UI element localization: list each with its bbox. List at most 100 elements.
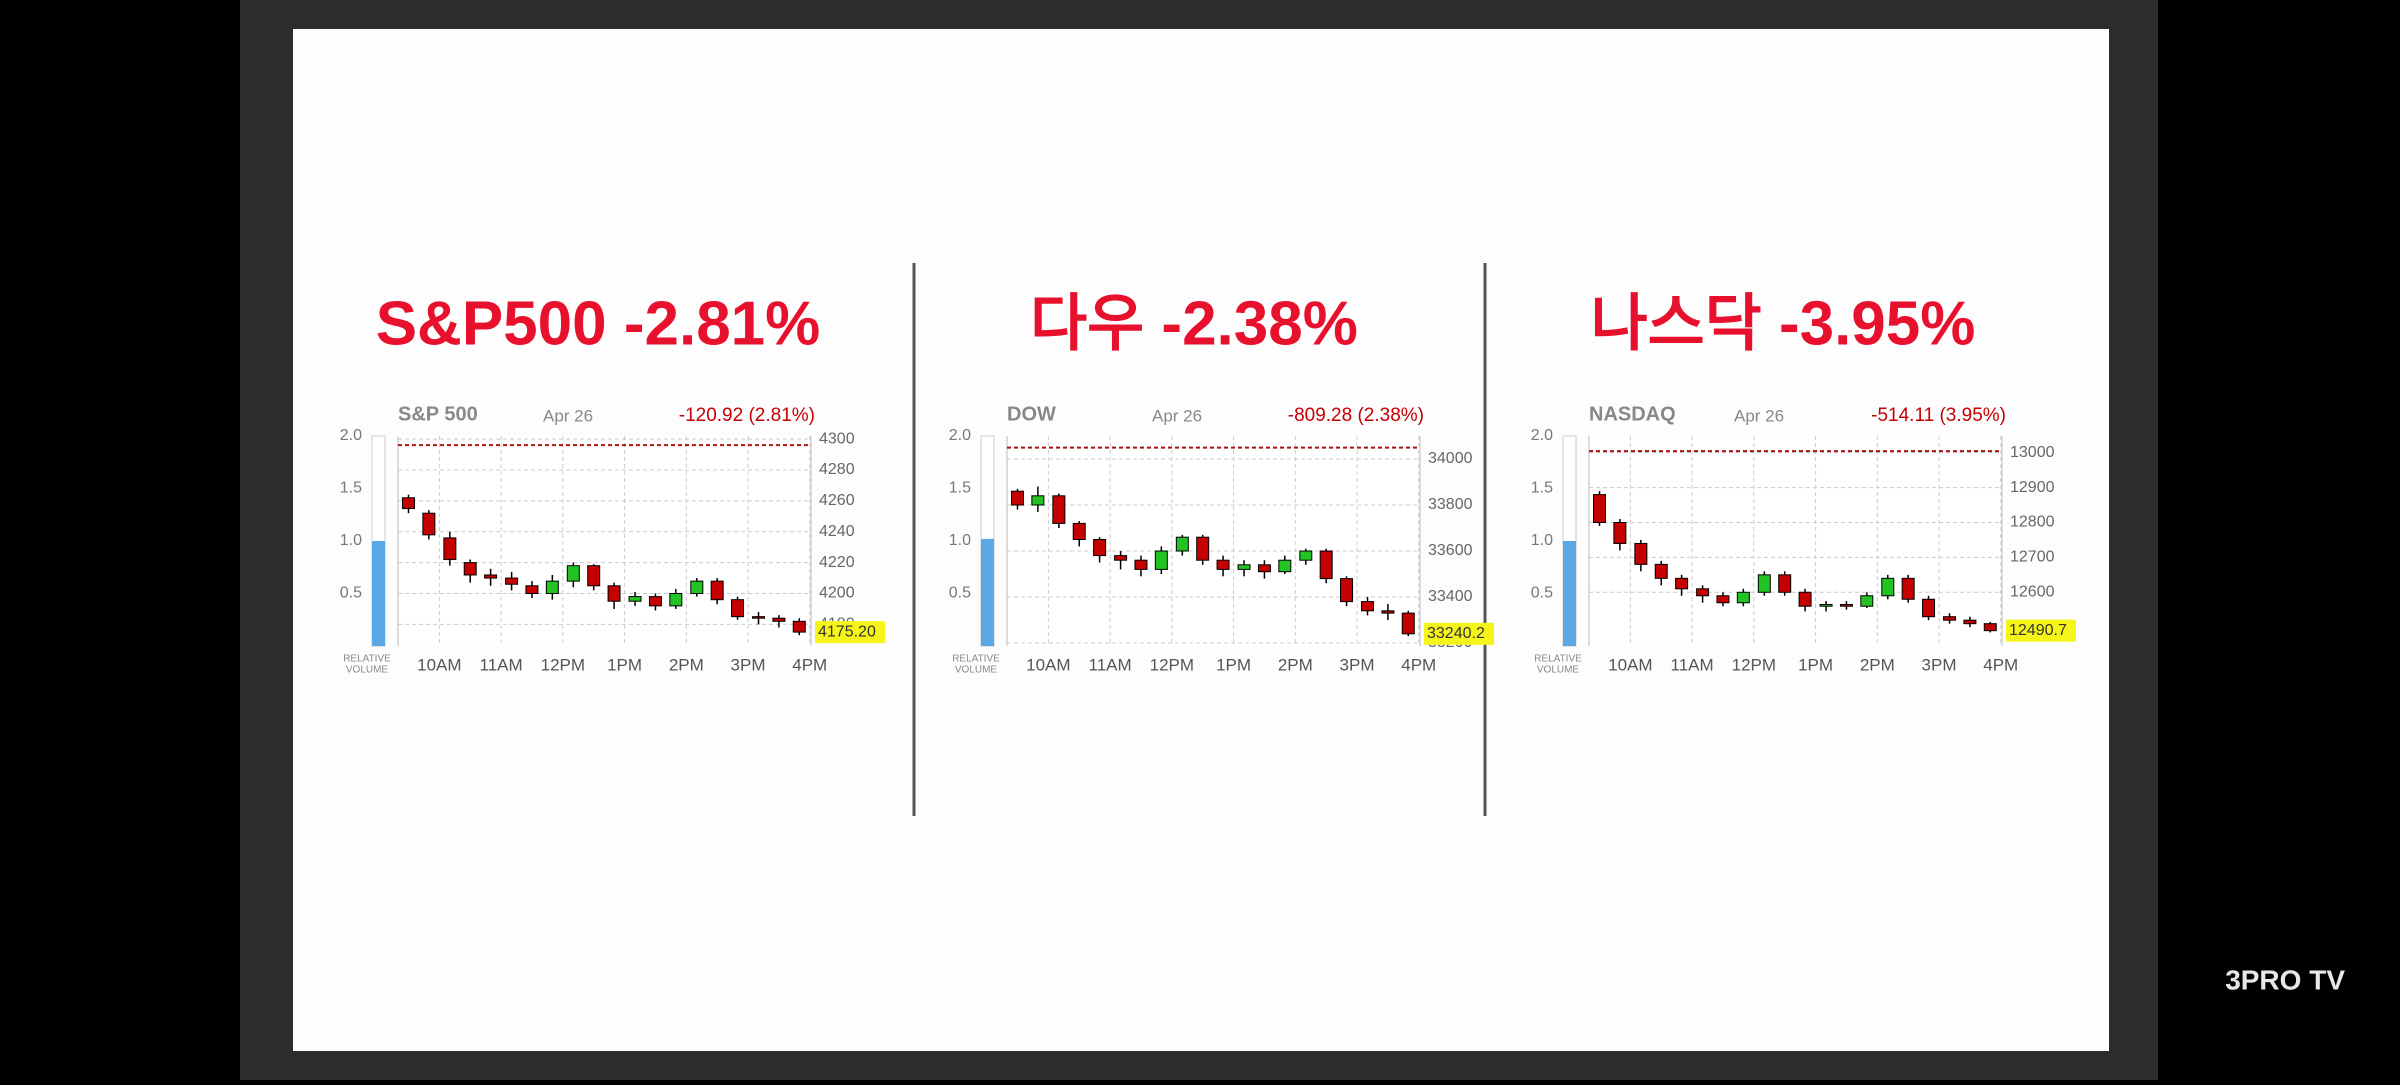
candle-body: [1736, 591, 1750, 604]
candle-body: [1196, 536, 1210, 561]
x-tick-label: 2PM: [1278, 655, 1313, 674]
candle-body: [1654, 563, 1668, 579]
candle-body: [1401, 612, 1415, 635]
volume-label: VOLUME: [1537, 665, 1580, 676]
x-tick-label: 11AM: [1671, 655, 1714, 674]
candle-body: [443, 537, 457, 561]
y2-tick-label: 1.0: [340, 532, 362, 549]
y2-tick-label: 0.5: [340, 585, 362, 602]
x-tick-label: 10AM: [417, 655, 461, 674]
x-tick-label: 11AM: [480, 655, 523, 674]
candle-body: [1634, 542, 1648, 565]
change: -120.92 (2.81%): [679, 405, 815, 426]
y-tick-label: 13000: [2010, 444, 2055, 461]
candle-body: [1696, 588, 1710, 597]
candle-body: [566, 565, 580, 582]
y-tick-label: 12900: [2010, 479, 2055, 496]
candle-body: [1675, 577, 1689, 590]
y2-tick-label: 2.0: [340, 427, 362, 444]
last-price: 4175.20: [818, 623, 876, 640]
candle-body: [1943, 616, 1957, 621]
y-tick-label: 34000: [1428, 450, 1473, 467]
last-price-tag: [2006, 619, 2076, 642]
x-tick-label: 1PM: [1216, 655, 1251, 674]
candle-body: [525, 585, 539, 595]
candle-body: [1175, 536, 1189, 552]
candle-body: [484, 574, 498, 579]
y2-tick-label: 0.5: [949, 585, 971, 602]
candle-body: [505, 577, 519, 585]
x-tick-label: 12PM: [1732, 655, 1776, 674]
candle-body: [1361, 601, 1375, 612]
candle-body: [710, 580, 724, 601]
candle-body: [1299, 550, 1313, 561]
candle-body: [1340, 578, 1354, 603]
y2-tick-label: 1.5: [949, 480, 971, 497]
y-tick-label: 33400: [1428, 588, 1473, 605]
x-tick-label: 4PM: [1401, 655, 1436, 674]
candle-body: [731, 599, 745, 618]
date: Apr 26: [1734, 406, 1784, 425]
y-tick-label: 33800: [1428, 496, 1473, 513]
x-tick-label: 4PM: [792, 655, 827, 674]
candle-body: [1901, 577, 1915, 600]
y-tick-label: 4280: [819, 461, 855, 478]
candle-body: [1010, 490, 1024, 506]
candle-body: [1922, 598, 1936, 618]
date: Apr 26: [1152, 406, 1202, 425]
volume-label: RELATIVE: [343, 654, 391, 665]
x-tick-label: 2PM: [1860, 655, 1895, 674]
x-tick-label: 10AM: [1026, 655, 1070, 674]
change: -809.28 (2.38%): [1288, 405, 1424, 426]
y-tick-label: 4200: [819, 585, 855, 602]
candle-body: [772, 617, 786, 622]
x-tick-label: 1PM: [1798, 655, 1833, 674]
index-name: DOW: [1007, 403, 1056, 425]
candle-body: [669, 593, 683, 607]
y-tick-label: 4220: [819, 554, 855, 571]
candle-body: [1963, 619, 1977, 625]
last-price-tag: [815, 621, 885, 644]
volume-label: RELATIVE: [952, 654, 1000, 665]
candle-body: [1134, 559, 1148, 570]
x-tick-label: 1PM: [607, 655, 642, 674]
headline: S&P500 -2.81%: [376, 289, 821, 358]
plot-area: [398, 436, 811, 646]
candle-body: [422, 512, 436, 536]
plot-area: [1007, 436, 1420, 646]
date: Apr 26: [543, 406, 593, 425]
x-tick-label: 3PM: [1922, 655, 1957, 674]
last-price-tag: [1424, 622, 1494, 645]
volume-label: RELATIVE: [1534, 654, 1582, 665]
y2-tick-label: 1.5: [1531, 480, 1553, 497]
candle-body: [1052, 495, 1066, 524]
y2-tick-label: 2.0: [1531, 427, 1553, 444]
candle-body: [648, 596, 662, 607]
candle-body: [1798, 591, 1812, 607]
candle-body: [1819, 603, 1833, 607]
last-price: 12490.7: [2009, 622, 2067, 639]
candle-body: [1716, 595, 1730, 604]
index-name: S&P 500: [398, 403, 478, 425]
candle-body: [1237, 564, 1251, 570]
candle-body: [1278, 559, 1292, 573]
y2-tick-label: 2.0: [949, 427, 971, 444]
change: -514.11 (3.95%): [1871, 405, 2006, 426]
y-tick-label: 12700: [2010, 549, 2055, 566]
candle-body: [1983, 623, 1997, 632]
last-price: 33240.2: [1427, 625, 1485, 642]
candle-body: [1257, 564, 1271, 573]
candle-body: [1031, 495, 1045, 506]
x-tick-label: 2PM: [669, 655, 704, 674]
candle-body: [1592, 494, 1606, 524]
headline: 다우 -2.38%: [1030, 289, 1358, 358]
y-tick-label: 4240: [819, 523, 855, 540]
x-tick-label: 10AM: [1608, 655, 1652, 674]
index-name: NASDAQ: [1589, 403, 1676, 425]
candle-body: [1757, 574, 1771, 593]
candle-body: [1216, 559, 1230, 570]
candle-body: [1613, 522, 1627, 544]
volume-label: VOLUME: [955, 665, 998, 676]
